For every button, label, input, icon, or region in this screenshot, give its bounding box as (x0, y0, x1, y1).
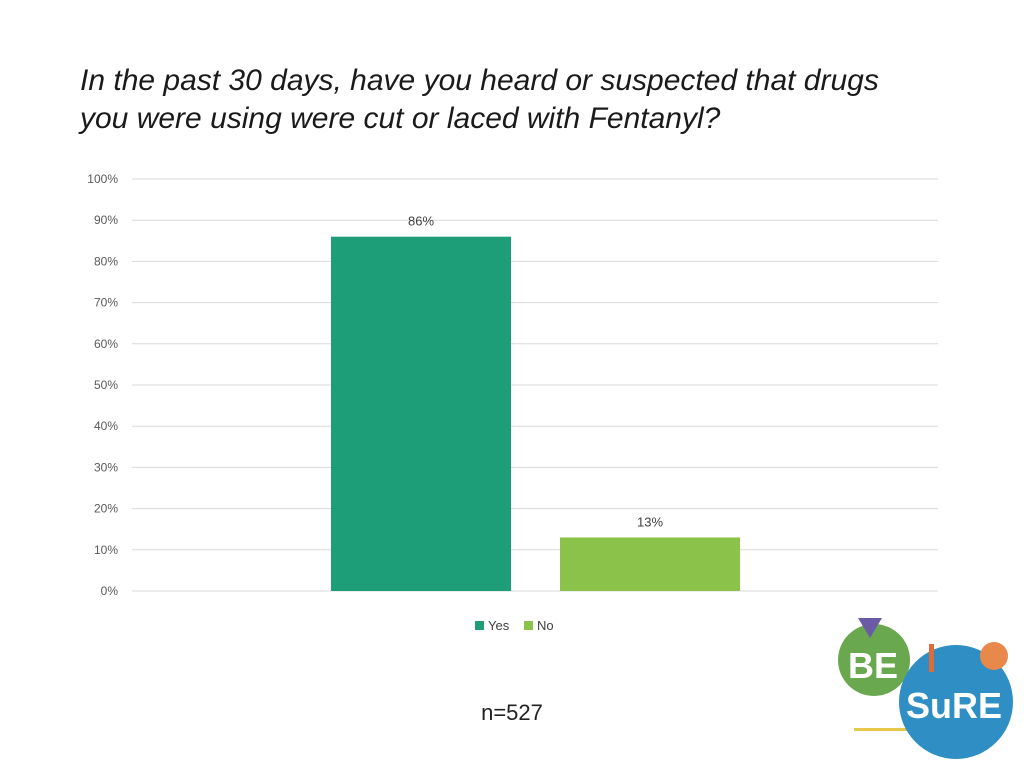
y-tick-label: 60% (94, 337, 118, 351)
y-axis-tick-labels: 0% 10% 20% 30% 40% 50% 60% 70% 80% 90% 100% (87, 172, 118, 598)
logo-underline (854, 728, 944, 731)
y-tick-label: 50% (94, 378, 118, 392)
logo-divider (929, 644, 934, 672)
bar-no (560, 537, 740, 591)
bar-yes (331, 236, 511, 591)
chart-gridlines (132, 178, 938, 592)
slide-title-line-2: you were using were cut or laced with Fe… (80, 102, 721, 135)
data-label-yes: 86% (408, 214, 434, 229)
logo-green-circle (838, 624, 910, 696)
legend-label-yes: Yes (488, 618, 510, 633)
logo-sure-text: SuRE (906, 685, 1002, 726)
bar-chart: 0% 10% 20% 30% 40% 50% 60% 70% 80% 90% 100% 86% 13%… (87, 172, 938, 633)
y-tick-label: 80% (94, 254, 118, 268)
legend-swatch-yes (475, 621, 484, 630)
data-label-no: 13% (637, 514, 663, 529)
besure-logo: BE SuRE (838, 618, 1013, 759)
y-tick-label: 90% (94, 213, 118, 227)
logo-blue-circle (899, 645, 1013, 759)
slide-title: In the past 30 days, have you heard or s… (80, 62, 980, 138)
chart-legend: Yes No (475, 618, 554, 633)
slide-title-line-1: In the past 30 days, have you heard or s… (80, 64, 879, 97)
y-tick-label: 10% (94, 543, 118, 557)
bar-data-labels: 86% 13% (408, 214, 663, 530)
legend-swatch-no (524, 621, 533, 630)
sample-size-label: n=527 (481, 700, 543, 725)
y-tick-label: 70% (94, 296, 118, 310)
legend-label-no: No (537, 618, 554, 633)
y-tick-label: 0% (101, 584, 119, 598)
chart-bars (331, 236, 740, 591)
y-tick-label: 30% (94, 460, 118, 474)
logo-purple-triangle (858, 618, 882, 638)
logo-be-text: BE (848, 645, 898, 686)
y-tick-label: 100% (87, 172, 118, 186)
y-tick-label: 20% (94, 502, 118, 516)
y-tick-label: 40% (94, 419, 118, 433)
logo-orange-dot (980, 642, 1008, 670)
